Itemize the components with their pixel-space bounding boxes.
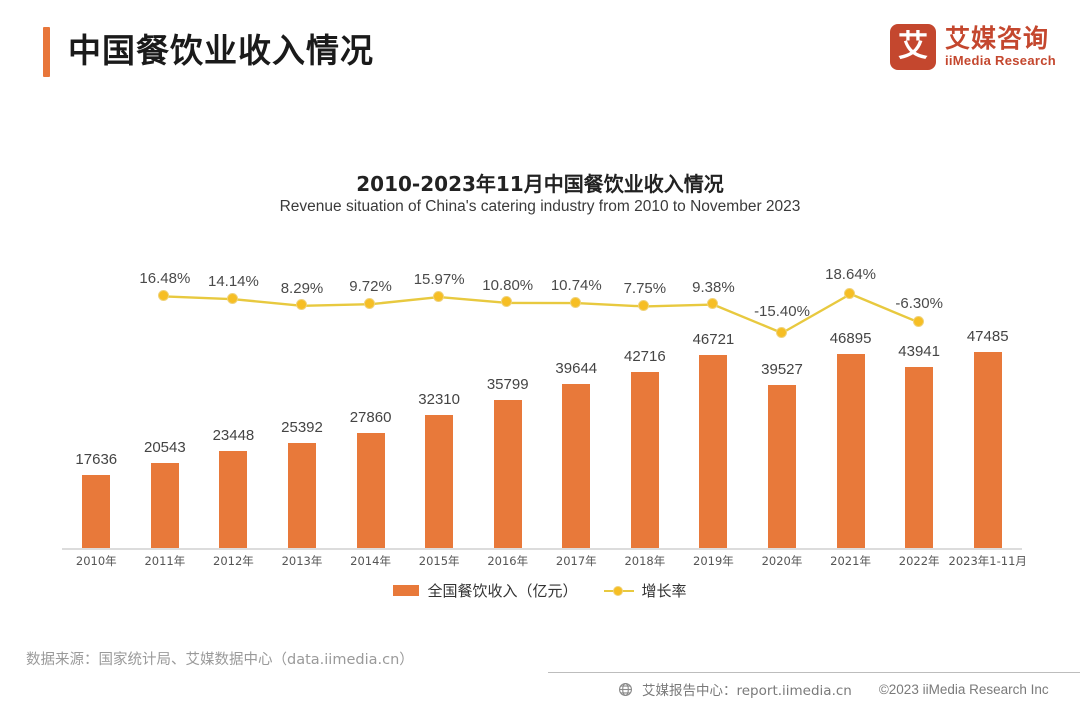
legend-line-swatch-icon	[603, 585, 634, 596]
x-axis-label: 2014年	[350, 554, 391, 568]
bar-value-label: 46895	[829, 330, 872, 348]
bar-value-label: 47485	[966, 328, 1009, 345]
source-note: 数据来源：国家统计局、艾媒数据中心（data.iimedia.cn）	[26, 652, 414, 668]
growth-point-2017年	[569, 296, 581, 308]
growth-point-2014年	[364, 297, 376, 309]
legend-item[interactable]: 全国餐饮收入（亿元）	[393, 580, 578, 601]
page-title: 中国餐饮业收入情况	[68, 31, 374, 70]
bar-2012年	[219, 451, 248, 548]
bar-value-label: 46721	[692, 331, 735, 349]
chart-subtitle: Revenue situation of China's catering in…	[279, 198, 801, 215]
x-axis-line	[62, 548, 1022, 550]
bar-2018年	[630, 371, 659, 548]
x-axis-label: 2015年	[418, 554, 460, 568]
growth-rate-label: -15.40%	[754, 303, 810, 320]
bar-2010年	[82, 475, 111, 548]
bar-value-label: 20543	[143, 439, 186, 457]
bar-value-label: 35799	[486, 376, 529, 394]
logo-text: 艾媒咨询 iiMedia Research	[945, 25, 1056, 69]
growth-rate-line	[164, 292, 920, 335]
growth-point-2012年	[226, 292, 238, 304]
globe-icon	[619, 682, 632, 696]
growth-point-2019年	[706, 298, 718, 310]
growth-rate-label: 15.97%	[413, 271, 465, 289]
growth-point-2015年	[432, 290, 444, 302]
x-axis-label: 2016年	[487, 554, 529, 568]
x-axis-label: 2019年	[693, 554, 734, 568]
growth-rate-label: 14.14%	[207, 273, 259, 291]
x-axis-label: 2018年	[624, 554, 666, 568]
x-axis-label: 2022年	[898, 554, 940, 568]
growth-rate-label: 18.64%	[825, 266, 876, 283]
chart-title: 2010-2023年11月中国餐饮业收入情况	[356, 172, 724, 196]
logo-cn-name: 艾媒咨询	[944, 24, 1049, 53]
copyright-text: ©2023 iiMedia Research Inc	[878, 681, 1049, 697]
x-axis-label: 2011年	[144, 554, 186, 568]
bar-2017年	[562, 384, 591, 548]
logo-mark-icon: 艾	[889, 24, 936, 70]
title-accent-bar	[43, 27, 50, 77]
bar-2015年	[425, 414, 454, 548]
growth-point-2013年	[295, 299, 307, 311]
bar-value-label: 17636	[75, 451, 118, 469]
growth-rate-label: 9.38%	[692, 278, 735, 296]
growth-rate-label: 7.75%	[623, 280, 667, 298]
footer-bar: 艾媒报告中心：report.iimedia.cn ©2023 iiMedia R…	[548, 676, 1080, 702]
x-axis-label: 2021年	[830, 554, 871, 568]
growth-rate-label: -6.30%	[895, 294, 943, 312]
x-axis-label: 2023年1-11月	[948, 554, 1027, 568]
bar-value-label: 42716	[623, 347, 666, 365]
report-center-text: 艾媒报告中心：report.iimedia.cn	[642, 683, 852, 699]
growth-rate-label: 10.74%	[550, 277, 602, 295]
legend-label: 增长率	[641, 582, 687, 600]
bar-value-label: 25392	[281, 419, 323, 437]
logo-en-name: iiMedia Research	[944, 53, 1056, 68]
growth-rate-label: 16.48%	[139, 270, 191, 288]
brand-logo: 艾 艾媒咨询 iiMedia Research	[889, 24, 1056, 70]
growth-point-2018年	[638, 299, 650, 311]
x-axis-label: 2010年	[75, 554, 117, 568]
growth-point-2011年	[158, 289, 170, 301]
bar-value-label: 23448	[212, 427, 255, 445]
bar-2019年	[699, 355, 728, 548]
legend-label: 全国餐饮收入（亿元）	[427, 582, 578, 600]
footer-divider	[548, 672, 1080, 673]
bar-2020年	[768, 384, 796, 548]
x-axis-label: 2017年	[555, 554, 597, 568]
growth-rate-label: 9.72%	[349, 278, 392, 296]
bar-value-label: 39527	[761, 360, 803, 378]
bar-value-label: 39644	[555, 360, 598, 378]
x-axis-label: 2012年	[213, 554, 254, 568]
bar-value-label: 43941	[898, 342, 940, 360]
growth-rate-label: 8.29%	[280, 279, 324, 297]
growth-point-2016年	[501, 296, 513, 308]
growth-point-2021年	[844, 287, 856, 299]
legend-item[interactable]: 增长率	[603, 580, 687, 601]
legend-bar-swatch-icon	[393, 585, 420, 596]
bar-2011年	[150, 463, 179, 548]
bar-value-label: 32310	[418, 390, 460, 408]
bar-2021年	[836, 354, 865, 548]
growth-rate-label: 10.80%	[482, 276, 534, 294]
x-axis-label: 2013年	[281, 554, 323, 568]
page-header: 中国餐饮业收入情况 艾 艾媒咨询 iiMedia Research	[0, 0, 1080, 108]
bar-value-label: 27860	[349, 409, 392, 426]
bar-2013年	[288, 443, 316, 548]
bar-2023年1-11月	[973, 352, 1002, 548]
chart-legend: 全国餐饮收入（亿元） 增长率	[0, 580, 1080, 601]
bar-2022年	[905, 366, 934, 548]
growth-point-2022年	[912, 316, 924, 328]
bar-2014年	[356, 433, 385, 548]
x-axis-label: 2020年	[761, 554, 803, 568]
bar-2016年	[493, 400, 522, 548]
growth-point-2020年	[775, 326, 787, 338]
